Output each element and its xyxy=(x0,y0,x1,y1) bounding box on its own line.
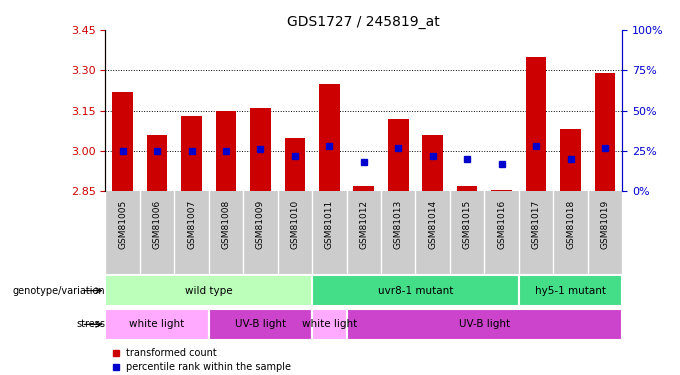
Text: genotype/variation: genotype/variation xyxy=(13,286,105,296)
Text: GSM81012: GSM81012 xyxy=(359,200,369,249)
Text: percentile rank within the sample: percentile rank within the sample xyxy=(126,362,291,372)
Text: GSM81010: GSM81010 xyxy=(290,200,299,249)
Text: UV-B light: UV-B light xyxy=(235,320,286,329)
Text: transformed count: transformed count xyxy=(126,348,217,358)
Text: GSM81006: GSM81006 xyxy=(152,200,162,249)
Bar xyxy=(105,309,209,340)
Bar xyxy=(526,57,547,191)
Text: GSM81014: GSM81014 xyxy=(428,200,437,249)
Bar xyxy=(422,135,443,191)
Bar xyxy=(354,186,374,191)
Bar xyxy=(560,129,581,191)
Text: wild type: wild type xyxy=(185,286,233,296)
Text: GSM81016: GSM81016 xyxy=(497,200,506,249)
Text: GSM81011: GSM81011 xyxy=(325,200,334,249)
Text: stress: stress xyxy=(76,320,105,329)
Text: white light: white light xyxy=(129,320,185,329)
Bar xyxy=(594,73,615,191)
Text: GSM81019: GSM81019 xyxy=(600,200,609,249)
Bar xyxy=(209,309,312,340)
Bar xyxy=(250,108,271,191)
Text: GSM81015: GSM81015 xyxy=(462,200,472,249)
Bar xyxy=(105,275,312,306)
Text: GSM81007: GSM81007 xyxy=(187,200,196,249)
Bar xyxy=(457,186,477,191)
Bar xyxy=(112,92,133,191)
Text: hy5-1 mutant: hy5-1 mutant xyxy=(535,286,606,296)
Bar xyxy=(181,116,202,191)
Bar xyxy=(312,309,347,340)
Text: white light: white light xyxy=(302,320,357,329)
Title: GDS1727 / 245819_at: GDS1727 / 245819_at xyxy=(288,15,440,29)
Bar xyxy=(519,275,622,306)
Text: GSM81005: GSM81005 xyxy=(118,200,127,249)
Bar xyxy=(216,111,237,191)
Text: GSM81013: GSM81013 xyxy=(394,200,403,249)
Bar xyxy=(491,190,512,191)
Text: uvr8-1 mutant: uvr8-1 mutant xyxy=(378,286,453,296)
Bar xyxy=(284,138,305,191)
Bar xyxy=(312,275,519,306)
Text: GSM81017: GSM81017 xyxy=(532,200,541,249)
Bar xyxy=(319,84,340,191)
Bar xyxy=(388,118,409,191)
Bar xyxy=(347,309,622,340)
Text: GSM81009: GSM81009 xyxy=(256,200,265,249)
Text: GSM81018: GSM81018 xyxy=(566,200,575,249)
Text: GSM81008: GSM81008 xyxy=(222,200,231,249)
Text: UV-B light: UV-B light xyxy=(459,320,510,329)
Bar xyxy=(147,135,167,191)
